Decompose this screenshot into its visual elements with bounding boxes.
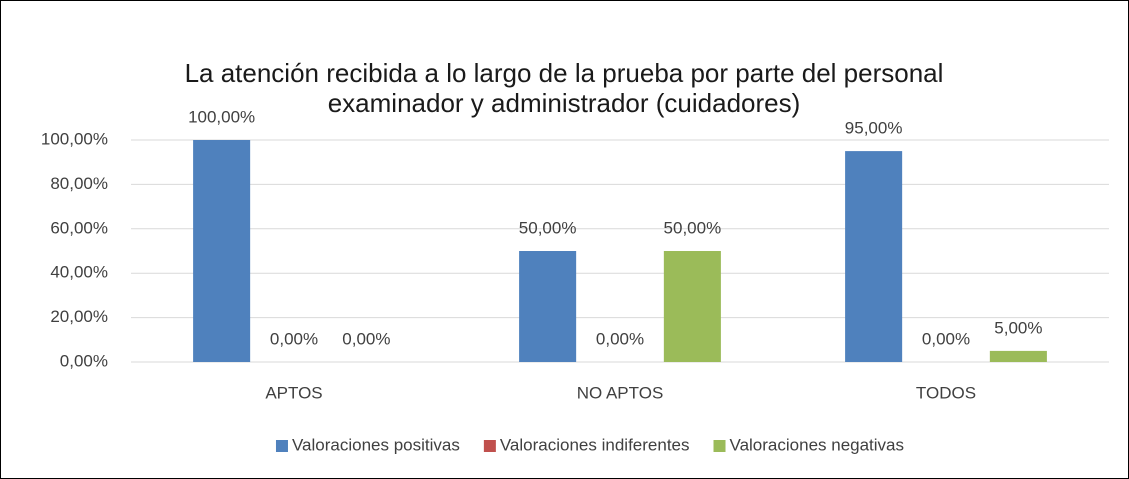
data-label: 100,00% bbox=[188, 107, 255, 126]
y-tick-label: 40,00% bbox=[50, 263, 108, 282]
data-label: 0,00% bbox=[596, 329, 644, 348]
data-label: 0,00% bbox=[342, 329, 390, 348]
legend-swatch bbox=[713, 440, 726, 452]
bar bbox=[519, 251, 577, 362]
bar bbox=[989, 350, 1047, 362]
data-label: 5,00% bbox=[994, 318, 1042, 337]
y-tick-label: 80,00% bbox=[50, 174, 108, 193]
x-tick-label: APTOS bbox=[265, 383, 322, 402]
bar bbox=[845, 151, 903, 362]
bar bbox=[663, 251, 721, 362]
y-tick-label: 60,00% bbox=[50, 218, 108, 237]
data-label: 50,00% bbox=[664, 218, 722, 237]
y-tick-label: 100,00% bbox=[41, 129, 108, 148]
legend-label: Valoraciones positivas bbox=[292, 435, 460, 454]
x-tick-label: NO APTOS bbox=[577, 383, 664, 402]
data-label: 0,00% bbox=[270, 329, 318, 348]
legend-swatch bbox=[275, 440, 288, 452]
y-tick-label: 20,00% bbox=[50, 307, 108, 326]
x-tick-label: TODOS bbox=[916, 383, 976, 402]
data-label: 50,00% bbox=[519, 218, 577, 237]
y-tick-label: 0,00% bbox=[60, 351, 108, 370]
data-label: 0,00% bbox=[922, 329, 970, 348]
chart-title: La atención recibida a lo largo de la pr… bbox=[184, 58, 944, 118]
data-label: 95,00% bbox=[845, 119, 903, 138]
legend-label: Valoraciones negativas bbox=[730, 435, 905, 454]
bar bbox=[193, 140, 251, 362]
legend-label: Valoraciones indiferentes bbox=[500, 435, 690, 454]
legend-swatch bbox=[483, 440, 496, 452]
